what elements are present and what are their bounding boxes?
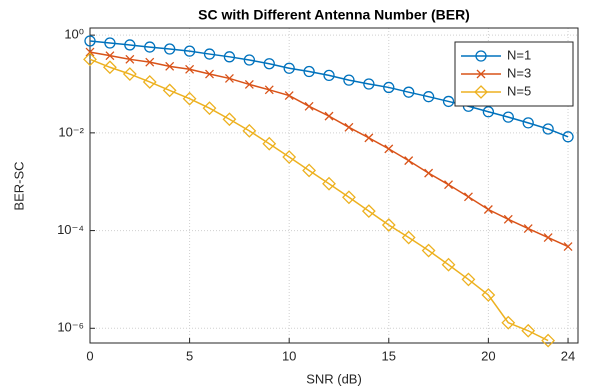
marker bbox=[562, 131, 574, 143]
marker bbox=[125, 54, 135, 64]
x-tick-label: 5 bbox=[186, 348, 193, 363]
marker bbox=[165, 61, 175, 71]
marker bbox=[223, 51, 236, 63]
marker bbox=[302, 163, 317, 178]
marker bbox=[263, 58, 275, 70]
marker bbox=[284, 91, 294, 101]
marker bbox=[523, 224, 533, 234]
y-tick-label: 10⁻² bbox=[58, 124, 84, 139]
marker bbox=[104, 37, 116, 49]
marker bbox=[422, 91, 435, 103]
x-axis-label: SNR (dB) bbox=[306, 371, 362, 386]
marker bbox=[144, 41, 156, 53]
marker bbox=[522, 117, 534, 129]
marker bbox=[122, 67, 137, 81]
marker bbox=[323, 69, 335, 82]
marker bbox=[461, 272, 476, 287]
marker bbox=[482, 106, 495, 118]
marker bbox=[502, 111, 514, 123]
marker bbox=[145, 57, 155, 67]
marker bbox=[381, 218, 396, 232]
marker bbox=[304, 101, 314, 111]
marker bbox=[424, 168, 434, 178]
y-axis-label: BER-SC bbox=[11, 161, 26, 210]
x-tick-label: 0 bbox=[86, 348, 93, 363]
legend-marker bbox=[476, 69, 486, 79]
legend-label: N=1 bbox=[507, 47, 531, 62]
marker bbox=[384, 144, 394, 154]
marker bbox=[483, 205, 493, 214]
marker bbox=[282, 150, 297, 164]
marker bbox=[264, 85, 274, 95]
marker bbox=[84, 35, 96, 47]
chart-title: SC with Different Antenna Number (BER) bbox=[198, 7, 470, 23]
marker bbox=[303, 65, 315, 78]
marker bbox=[521, 323, 536, 338]
marker bbox=[262, 136, 277, 151]
axes-box bbox=[89, 27, 579, 344]
marker bbox=[142, 75, 157, 89]
marker bbox=[185, 64, 195, 74]
marker bbox=[283, 62, 295, 74]
marker bbox=[501, 315, 516, 330]
marker bbox=[563, 242, 573, 252]
x-tick-label: 10 bbox=[282, 348, 296, 363]
x-tick-label: 15 bbox=[382, 348, 396, 363]
legend-marker bbox=[475, 50, 487, 62]
marker bbox=[324, 111, 334, 121]
marker bbox=[361, 204, 376, 219]
x-tick-label: 24 bbox=[561, 348, 575, 363]
marker bbox=[444, 180, 453, 190]
y-tick-label: 10⁰ bbox=[64, 27, 84, 42]
marker bbox=[162, 83, 177, 98]
marker bbox=[85, 47, 95, 57]
marker bbox=[401, 230, 416, 245]
marker bbox=[203, 48, 216, 60]
x-tick-label: 20 bbox=[481, 348, 495, 363]
legend-label: N=3 bbox=[507, 65, 531, 80]
marker bbox=[383, 81, 395, 94]
marker bbox=[342, 190, 356, 205]
marker bbox=[364, 133, 374, 143]
marker bbox=[503, 214, 513, 224]
marker bbox=[541, 333, 556, 348]
marker bbox=[183, 45, 196, 57]
marker bbox=[205, 69, 214, 79]
series-line bbox=[89, 40, 569, 138]
marker bbox=[224, 73, 234, 83]
marker bbox=[421, 243, 436, 258]
marker bbox=[164, 43, 176, 55]
marker bbox=[83, 52, 97, 67]
marker bbox=[404, 156, 414, 166]
marker bbox=[543, 233, 553, 243]
legend-marker bbox=[474, 85, 488, 99]
marker bbox=[463, 192, 473, 202]
marker bbox=[481, 288, 496, 302]
marker bbox=[441, 257, 456, 272]
marker bbox=[105, 51, 115, 61]
marker bbox=[102, 60, 117, 75]
marker bbox=[542, 123, 554, 135]
legend-label: N=5 bbox=[507, 83, 531, 98]
marker bbox=[242, 123, 257, 138]
marker bbox=[243, 54, 255, 66]
marker bbox=[202, 101, 217, 116]
marker bbox=[222, 112, 237, 127]
marker bbox=[343, 74, 355, 86]
marker bbox=[344, 122, 354, 132]
marker bbox=[403, 86, 415, 98]
marker bbox=[322, 176, 336, 191]
marker bbox=[182, 91, 197, 106]
y-tick-label: 10⁻⁶ bbox=[57, 320, 84, 335]
marker bbox=[442, 95, 455, 108]
y-tick-label: 10⁻⁴ bbox=[57, 222, 84, 237]
marker bbox=[124, 39, 136, 51]
marker bbox=[363, 78, 375, 90]
marker bbox=[244, 79, 254, 89]
